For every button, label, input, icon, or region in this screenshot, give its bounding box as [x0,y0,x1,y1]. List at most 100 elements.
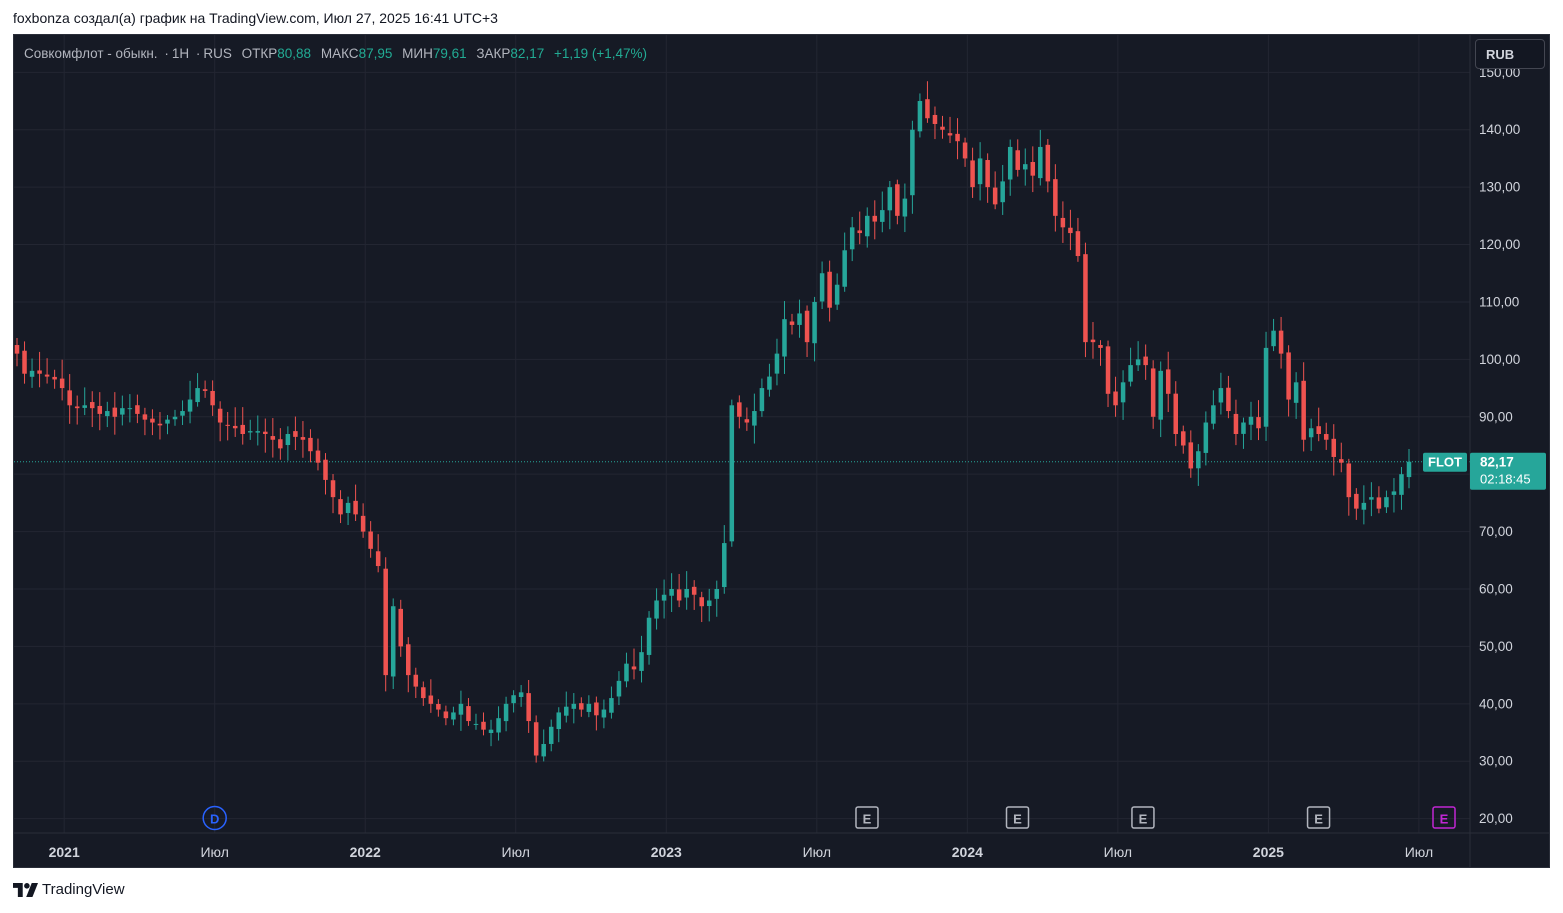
candle [556,707,562,743]
candle [1181,425,1186,454]
candle [263,418,268,453]
candle [1128,347,1133,387]
candle [473,713,479,730]
x-tick-label: 2022 [350,844,381,860]
candle [37,351,42,388]
candle-body [684,589,689,598]
earnings-marker-icon[interactable] [855,806,879,829]
candle [548,719,554,752]
candle [669,573,674,613]
candle [880,191,885,233]
interval-label[interactable]: 1H [171,46,190,61]
candle-body [315,450,321,463]
candle [1188,430,1194,478]
candle [195,373,200,407]
x-tick-label: Июл [200,844,228,860]
dividend-marker-icon[interactable] [202,805,227,831]
candle-body [120,408,125,415]
candle-body [308,437,313,452]
candle [443,705,449,726]
candle-body [150,418,155,423]
event-marker[interactable]: E [1306,806,1331,829]
candle [1278,316,1284,369]
earnings-marker-icon[interactable] [1432,806,1456,829]
candle [74,395,80,425]
candle-body [759,388,765,412]
candle-body [225,424,230,426]
candle-body [1384,497,1389,508]
earnings-marker-icon[interactable] [1005,806,1030,829]
candle-body [300,437,306,440]
candle-body [210,390,215,406]
candle-body [157,423,163,426]
candle [691,580,697,610]
candle-body [1098,345,1103,348]
candle-body [962,142,968,159]
candle-body [902,198,908,217]
candle-body [481,721,486,730]
candle [1354,488,1359,520]
event-marker[interactable]: E [1131,806,1155,829]
event-marker[interactable]: E [1432,806,1456,829]
candle-body [872,215,878,222]
event-marker[interactable]: E [1005,806,1030,829]
candle-body [789,321,795,325]
candle-body [195,388,200,403]
candle [661,579,667,619]
candle-body [278,439,283,449]
candle-body [458,703,464,715]
candle-body [217,408,223,423]
candle [917,93,923,138]
x-tick-label: 2024 [952,844,983,860]
candle [59,359,65,401]
candle [706,588,712,622]
candle-body [180,411,185,416]
candle [1098,340,1103,366]
bar-countdown: 02:18:45 [1480,472,1531,487]
candle [187,380,193,424]
candle [127,394,133,423]
tradingview-logo[interactable]: TradingView [13,881,125,898]
candle [932,106,938,140]
candle [744,407,750,431]
symbol-name[interactable]: Совкомфлот - обыкн. [24,46,158,61]
candle [1105,340,1111,408]
candle-body [985,160,990,188]
candle-body [165,419,170,424]
candle-body [1135,359,1141,366]
candle-body [895,184,900,216]
event-marker-label: E [863,812,872,827]
earnings-marker-icon[interactable] [1131,806,1155,829]
earnings-marker-icon[interactable] [1306,806,1331,829]
candle [1248,401,1254,441]
price-chart[interactable]: 150,00140,00130,00120,00110,00100,0090,0… [14,35,1549,867]
candle [202,380,208,398]
candle-body [1045,144,1051,182]
candle-body [428,695,434,704]
candle-body [270,436,276,440]
event-marker[interactable]: E [855,806,879,829]
currency-button[interactable]: RUB [1475,39,1545,69]
candle-body [1053,179,1058,216]
candle [1301,362,1306,452]
candle-body [1278,330,1284,354]
event-marker[interactable]: D [202,805,227,831]
candle-body [864,215,870,237]
candle [112,392,118,435]
candle-body [451,712,456,720]
candle-body [842,250,847,287]
chart-caption: foxbonza создал(а) график на TradingView… [13,10,498,26]
candle [368,521,373,558]
candle-body [819,273,825,302]
candle-body [1391,491,1397,495]
candle-body [849,227,855,250]
candle [819,261,825,310]
chart-panel[interactable]: 150,00 140,00 130,00 120,00 110,00 100,00 90,0… [13,34,1550,868]
candle-body [616,680,622,697]
candle-body [526,693,531,722]
candle [481,712,486,736]
open-label: ОТКР [241,46,278,61]
candle [82,387,87,416]
ticker-tag-label: FLOT [1428,455,1462,470]
candle [1323,422,1329,450]
